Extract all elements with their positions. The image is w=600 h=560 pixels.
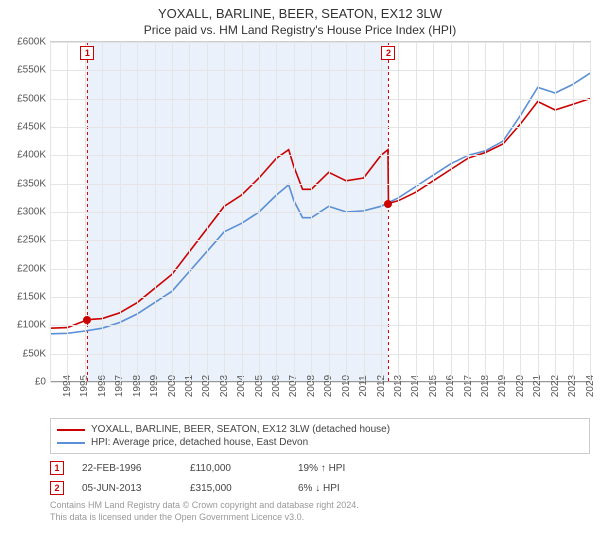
y-tick-label: £500K bbox=[17, 93, 46, 104]
grid-v bbox=[573, 42, 574, 382]
grid-v bbox=[259, 42, 260, 382]
chart-title: YOXALL, BARLINE, BEER, SEATON, EX12 3LW bbox=[0, 0, 600, 21]
marker-box-1: 1 bbox=[80, 46, 94, 60]
legend: YOXALL, BARLINE, BEER, SEATON, EX12 3LW … bbox=[50, 418, 590, 454]
footnote-line1: Contains HM Land Registry data © Crown c… bbox=[50, 500, 590, 512]
grid-h bbox=[50, 269, 590, 270]
footnote: Contains HM Land Registry data © Crown c… bbox=[50, 500, 590, 523]
grid-v bbox=[416, 42, 417, 382]
grid-v bbox=[294, 42, 295, 382]
legend-row: YOXALL, BARLINE, BEER, SEATON, EX12 3LW … bbox=[57, 423, 583, 436]
y-tick-label: £600K bbox=[17, 37, 46, 48]
grid-v bbox=[172, 42, 173, 382]
grid-v bbox=[451, 42, 452, 382]
grid-v bbox=[311, 42, 312, 382]
grid-h bbox=[50, 42, 590, 43]
grid-v bbox=[485, 42, 486, 382]
grid-v bbox=[224, 42, 225, 382]
grid-v bbox=[398, 42, 399, 382]
grid-v bbox=[85, 42, 86, 382]
legend-swatch bbox=[57, 442, 85, 444]
grid-v bbox=[433, 42, 434, 382]
grid-v bbox=[242, 42, 243, 382]
y-tick-label: £350K bbox=[17, 178, 46, 189]
annotation-date: 05-JUN-2013 bbox=[82, 483, 172, 494]
grid-v bbox=[520, 42, 521, 382]
y-tick-label: £0 bbox=[35, 377, 46, 388]
grid-v bbox=[276, 42, 277, 382]
legend-label: HPI: Average price, detached house, East… bbox=[91, 437, 308, 448]
grid-h bbox=[50, 325, 590, 326]
grid-v bbox=[50, 42, 51, 382]
y-tick-label: £150K bbox=[17, 292, 46, 303]
annotations-table: 1 22-FEB-1996 £110,000 19% ↑ HPI 2 05-JUN-201… bbox=[50, 458, 590, 498]
annotation-id: 2 bbox=[50, 481, 64, 495]
annotation-row: 1 22-FEB-1996 £110,000 19% ↑ HPI bbox=[50, 458, 590, 478]
grid-h bbox=[50, 155, 590, 156]
annotation-date: 22-FEB-1996 bbox=[82, 463, 172, 474]
grid-v bbox=[538, 42, 539, 382]
marker-box-2: 2 bbox=[381, 46, 395, 60]
grid-h bbox=[50, 99, 590, 100]
y-tick-label: £250K bbox=[17, 235, 46, 246]
grid-h bbox=[50, 354, 590, 355]
chart-subtitle: Price paid vs. HM Land Registry's House … bbox=[0, 21, 600, 41]
series-hpi bbox=[50, 73, 590, 334]
grid-v bbox=[102, 42, 103, 382]
y-tick-label: £50K bbox=[23, 348, 46, 359]
y-tick-label: £200K bbox=[17, 263, 46, 274]
chart-container: YOXALL, BARLINE, BEER, SEATON, EX12 3LW … bbox=[0, 0, 600, 560]
grid-v bbox=[155, 42, 156, 382]
annotation-price: £315,000 bbox=[190, 483, 280, 494]
grid-v bbox=[207, 42, 208, 382]
annotation-id: 1 bbox=[50, 461, 64, 475]
annotation-row: 2 05-JUN-2013 £315,000 6% ↓ HPI bbox=[50, 478, 590, 498]
grid-v bbox=[503, 42, 504, 382]
grid-v bbox=[67, 42, 68, 382]
annotation-delta: 19% ↑ HPI bbox=[298, 463, 388, 474]
grid-h bbox=[50, 212, 590, 213]
footnote-line2: This data is licensed under the Open Gov… bbox=[50, 512, 590, 524]
grid-v bbox=[590, 42, 591, 382]
legend-swatch bbox=[57, 429, 85, 431]
grid-v bbox=[555, 42, 556, 382]
annotation-delta: 6% ↓ HPI bbox=[298, 483, 388, 494]
grid-v bbox=[137, 42, 138, 382]
y-tick-label: £400K bbox=[17, 150, 46, 161]
y-tick-label: £450K bbox=[17, 122, 46, 133]
grid-h bbox=[50, 70, 590, 71]
grid-h bbox=[50, 127, 590, 128]
legend-label: YOXALL, BARLINE, BEER, SEATON, EX12 3LW … bbox=[91, 424, 390, 435]
grid-v bbox=[468, 42, 469, 382]
annotation-price: £110,000 bbox=[190, 463, 280, 474]
marker-dot-2 bbox=[384, 200, 392, 208]
grid-h bbox=[50, 297, 590, 298]
y-tick-label: £550K bbox=[17, 65, 46, 76]
grid-h bbox=[50, 184, 590, 185]
grid-v bbox=[189, 42, 190, 382]
grid-v bbox=[364, 42, 365, 382]
grid-v bbox=[120, 42, 121, 382]
marker-dot-1 bbox=[83, 316, 91, 324]
grid-v bbox=[381, 42, 382, 382]
legend-row: HPI: Average price, detached house, East… bbox=[57, 436, 583, 449]
plot-area: £0£50K£100K£150K£200K£250K£300K£350K£400… bbox=[50, 41, 591, 382]
grid-v bbox=[329, 42, 330, 382]
grid-h bbox=[50, 240, 590, 241]
y-tick-label: £100K bbox=[17, 320, 46, 331]
grid-v bbox=[346, 42, 347, 382]
x-tick-label: 2025 bbox=[590, 375, 600, 397]
y-tick-label: £300K bbox=[17, 207, 46, 218]
